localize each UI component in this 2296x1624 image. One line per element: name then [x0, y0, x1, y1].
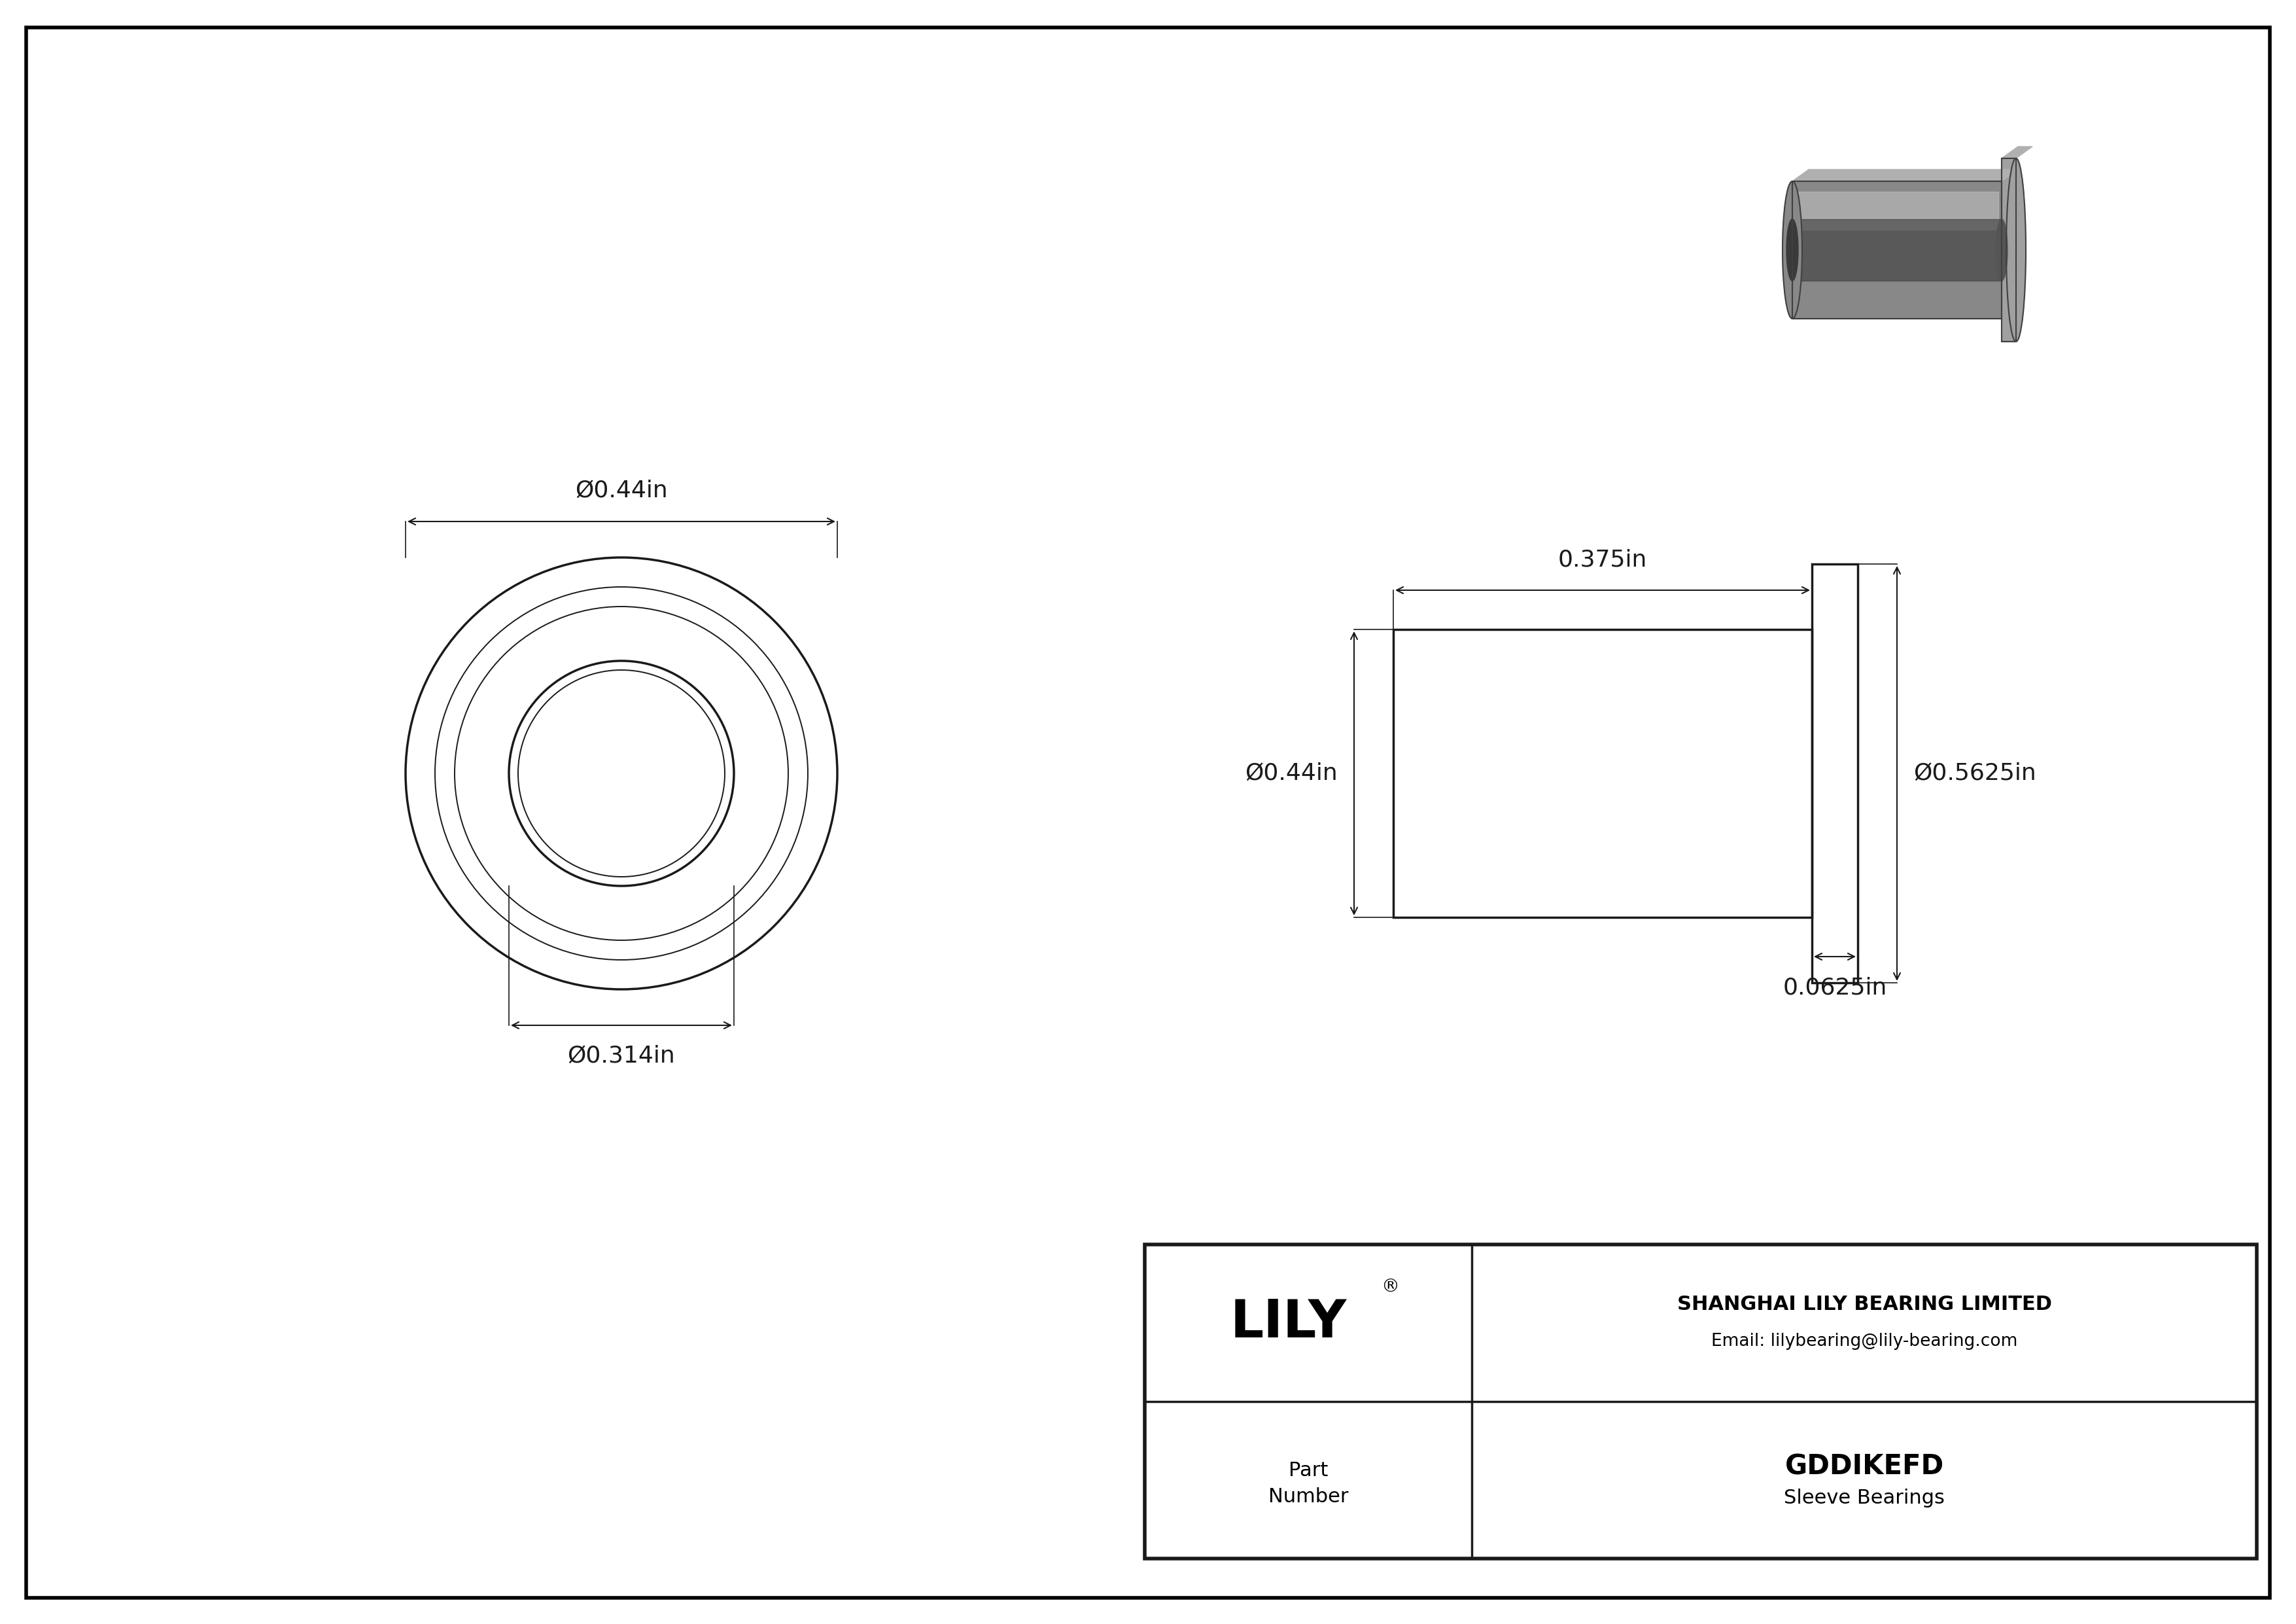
Bar: [1793, 182, 2002, 318]
Ellipse shape: [1782, 182, 1802, 318]
Bar: [2002, 159, 2016, 341]
Text: Ø0.314in: Ø0.314in: [567, 1044, 675, 1067]
Text: Ø0.44in: Ø0.44in: [1244, 762, 1339, 784]
Bar: [1812, 564, 1857, 983]
Text: 0.0625in: 0.0625in: [1782, 976, 1887, 999]
Text: LILY: LILY: [1231, 1298, 1348, 1348]
Bar: [1394, 630, 1812, 918]
Text: Ø0.44in: Ø0.44in: [574, 479, 668, 502]
Bar: [1793, 182, 2002, 318]
Text: SHANGHAI LILY BEARING LIMITED: SHANGHAI LILY BEARING LIMITED: [1676, 1296, 2053, 1314]
Bar: [1793, 219, 2002, 281]
Ellipse shape: [1786, 219, 1798, 281]
Bar: [1146, 1244, 2257, 1559]
Text: GDDIKEFD: GDDIKEFD: [1784, 1453, 1945, 1481]
Text: ®: ®: [1380, 1278, 1398, 1296]
Ellipse shape: [1995, 219, 2007, 281]
Bar: [1795, 192, 1998, 229]
Ellipse shape: [2007, 159, 2025, 341]
Bar: [2002, 159, 2016, 341]
Text: Part: Part: [1288, 1460, 1327, 1479]
Polygon shape: [2002, 146, 2032, 159]
Text: Number: Number: [1267, 1488, 1348, 1505]
Text: Sleeve Bearings: Sleeve Bearings: [1784, 1489, 1945, 1507]
Text: Email: lilybearing@lily-bearing.com: Email: lilybearing@lily-bearing.com: [1711, 1333, 2018, 1350]
Polygon shape: [1793, 169, 2018, 182]
Text: 0.375in: 0.375in: [1559, 549, 1646, 570]
Text: Ø0.5625in: Ø0.5625in: [1913, 762, 2037, 784]
